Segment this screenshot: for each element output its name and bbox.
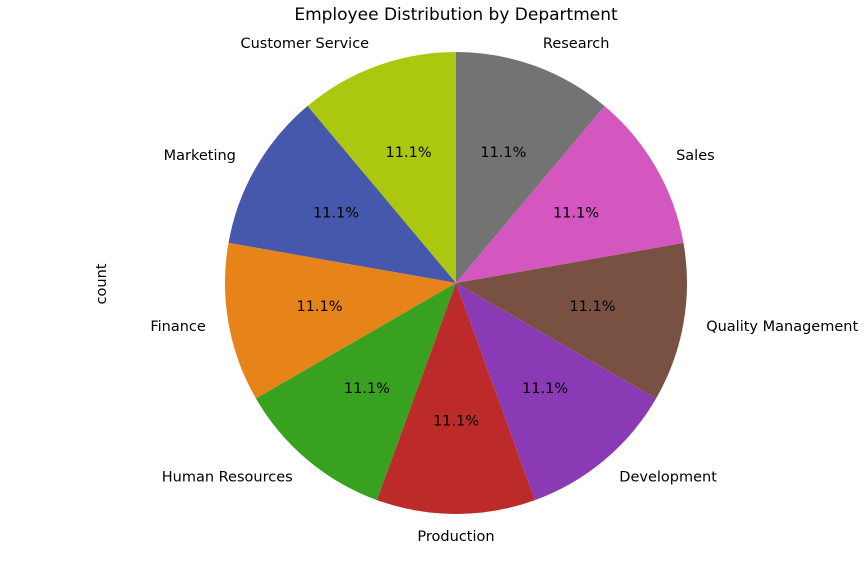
slice-label-customer-service: Customer Service	[240, 36, 369, 52]
slice-label-human-resources: Human Resources	[162, 470, 293, 486]
slice-label-finance: Finance	[150, 319, 206, 335]
percent-label-sales: 11.1%	[553, 206, 599, 222]
percent-label-development: 11.1%	[522, 381, 568, 397]
pie-slice-quality-management	[456, 242, 687, 399]
percent-label-quality-management: 11.1%	[569, 299, 615, 315]
slice-label-production: Production	[417, 529, 494, 545]
pie-slice-production	[376, 283, 536, 515]
slice-label-research: Research	[543, 36, 610, 52]
chart-title: Employee Distribution by Department	[294, 5, 618, 25]
pie-slice-development	[456, 283, 657, 501]
slice-label-quality-management: Quality Management	[706, 319, 858, 335]
slice-label-development: Development	[619, 470, 717, 486]
percent-label-production: 11.1%	[433, 414, 479, 430]
pie-slice-finance	[225, 242, 456, 399]
percent-label-human-resources: 11.1%	[344, 381, 390, 397]
percent-labels: 11.1% 11.1% 11.1% 11.1% 11.1% 11.1% 11.1% 11.1%…	[296, 145, 615, 430]
percent-label-marketing: 11.1%	[313, 206, 359, 222]
percent-label-research: 11.1%	[480, 145, 526, 161]
percent-label-customer-service: 11.1%	[386, 145, 432, 161]
y-axis-label: count	[94, 263, 110, 304]
slice-labels: Customer Service Marketing Finance Human Re…	[150, 36, 858, 545]
pie-slices	[225, 52, 687, 515]
pie-slice-human-resources	[255, 283, 456, 501]
slice-label-marketing: Marketing	[164, 148, 236, 164]
pie-slice-sales	[456, 106, 684, 283]
pie-slice-research	[456, 52, 605, 283]
pie-slice-customer-service	[307, 52, 456, 283]
pie-slice-marketing	[228, 106, 456, 283]
percent-label-finance: 11.1%	[296, 299, 342, 315]
slice-label-sales: Sales	[676, 148, 715, 164]
